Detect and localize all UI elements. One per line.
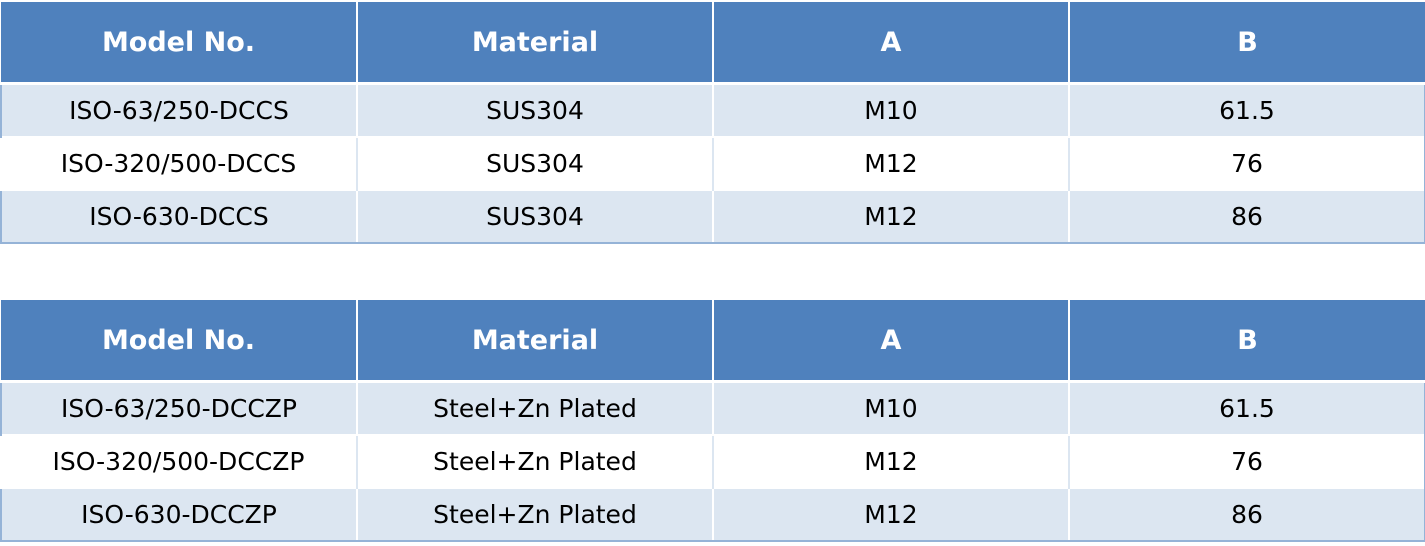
table-row: ISO-63/250-DCCS SUS304 M10 61.5 [0, 82, 1425, 137]
header-row: Model No. Material A B [1, 300, 1425, 383]
spec-table-dccs: Model No. Material A B ISO-63/250-DCCS S… [0, 2, 1425, 244]
table-row: ISO-630-DCCZP Steel+Zn Plated M12 86 [0, 487, 1425, 542]
table-row: ISO-630-DCCS SUS304 M12 86 [0, 189, 1425, 244]
cell-material: Steel+Zn Plated [356, 380, 713, 435]
cell-model-no: ISO-320/500-DCCZP [1, 434, 357, 488]
spec-table-dcczp: Model No. Material A B ISO-63/250-DCCZP … [0, 300, 1425, 542]
cell-model-no: ISO-320/500-DCCS [1, 136, 357, 190]
header-material: Material [356, 2, 713, 85]
cell-b: 76 [1068, 136, 1425, 190]
cell-material: Steel+Zn Plated [356, 434, 713, 488]
cell-model-no: ISO-63/250-DCCS [0, 82, 357, 137]
table-row: ISO-63/250-DCCZP Steel+Zn Plated M10 61.… [0, 380, 1425, 435]
cell-b: 86 [1068, 189, 1425, 244]
cell-model-no: ISO-630-DCCS [0, 189, 357, 244]
cell-model-no: ISO-630-DCCZP [0, 487, 357, 542]
cell-a: M12 [712, 189, 1069, 244]
cell-b: 76 [1068, 434, 1425, 488]
header-a: A [712, 300, 1069, 383]
cell-model-no: ISO-63/250-DCCZP [0, 380, 357, 435]
cell-a: M10 [712, 380, 1069, 435]
header-material: Material [356, 300, 713, 383]
cell-material: SUS304 [356, 189, 713, 244]
header-model-no: Model No. [1, 2, 357, 85]
cell-material: Steel+Zn Plated [356, 487, 713, 542]
table-row: ISO-320/500-DCCS SUS304 M12 76 [1, 136, 1425, 190]
header-row: Model No. Material A B [1, 2, 1425, 85]
cell-b: 61.5 [1068, 82, 1425, 137]
cell-a: M12 [712, 434, 1069, 488]
cell-material: SUS304 [356, 136, 713, 190]
header-model-no: Model No. [1, 300, 357, 383]
cell-a: M12 [712, 136, 1069, 190]
cell-a: M12 [712, 487, 1069, 542]
header-a: A [712, 2, 1069, 85]
header-b: B [1068, 300, 1425, 383]
cell-material: SUS304 [356, 82, 713, 137]
table-row: ISO-320/500-DCCZP Steel+Zn Plated M12 76 [1, 434, 1425, 488]
cell-b: 86 [1068, 487, 1425, 542]
cell-a: M10 [712, 82, 1069, 137]
header-b: B [1068, 2, 1425, 85]
cell-b: 61.5 [1068, 380, 1425, 435]
